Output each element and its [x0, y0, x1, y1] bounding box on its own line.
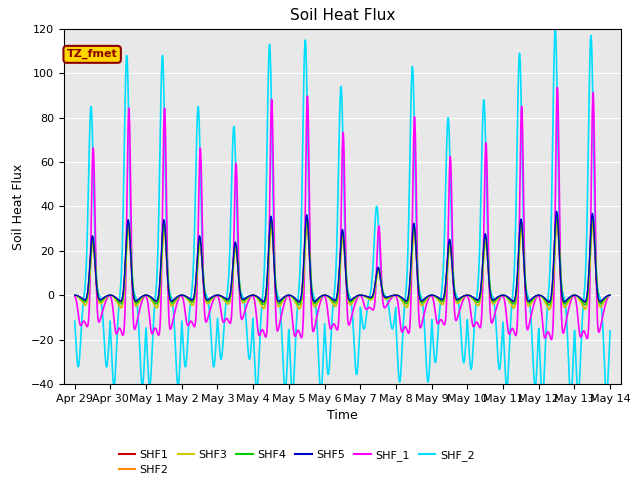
SHF5 — [498, 292, 506, 298]
SHF_1 — [358, 294, 365, 300]
SHF4 — [545, 302, 553, 308]
SHF_1 — [559, 330, 567, 336]
SHF1 — [574, 293, 582, 299]
SHF_2 — [552, 26, 559, 32]
Text: TZ_fmet: TZ_fmet — [67, 49, 118, 60]
SHF_1 — [369, 307, 377, 312]
SHF3 — [358, 292, 365, 298]
SHF_2 — [71, 318, 79, 324]
SHF_2 — [369, 258, 377, 264]
SHF1 — [553, 213, 561, 218]
SHF5 — [574, 293, 582, 299]
SHF4 — [498, 292, 506, 298]
SHF2 — [546, 306, 554, 312]
SHF1 — [606, 292, 614, 298]
Line: SHF2: SHF2 — [75, 217, 610, 309]
SHF2 — [71, 292, 79, 298]
SHF1 — [358, 292, 365, 298]
SHF5 — [358, 292, 365, 298]
SHF_2 — [220, 324, 228, 330]
SHF3 — [545, 307, 553, 312]
SHF3 — [606, 292, 614, 298]
SHF5 — [220, 295, 228, 300]
SHF2 — [574, 294, 582, 300]
SHF3 — [498, 292, 506, 298]
SHF1 — [71, 292, 79, 298]
SHF1 — [498, 292, 506, 298]
SHF1 — [561, 300, 568, 305]
SHF5 — [369, 291, 377, 297]
SHF_2 — [358, 314, 365, 320]
SHF_2 — [498, 340, 506, 346]
SHF_2 — [574, 391, 582, 397]
SHF5 — [559, 297, 567, 303]
SHF5 — [561, 299, 568, 305]
SHF_1 — [71, 293, 79, 299]
Title: Soil Heat Flux: Soil Heat Flux — [290, 9, 395, 24]
SHF4 — [606, 292, 614, 298]
SHF2 — [606, 292, 614, 298]
Line: SHF_2: SHF_2 — [75, 29, 610, 396]
SHF4 — [369, 292, 377, 298]
SHF_1 — [554, 84, 561, 90]
Line: SHF1: SHF1 — [75, 216, 610, 302]
SHF1 — [220, 295, 228, 300]
SHF3 — [559, 300, 567, 306]
SHF3 — [574, 295, 582, 300]
Line: SHF3: SHF3 — [75, 225, 610, 310]
SHF2 — [559, 302, 567, 308]
X-axis label: Time: Time — [327, 409, 358, 422]
SHF5 — [71, 292, 79, 298]
SHF4 — [358, 292, 365, 298]
Line: SHF4: SHF4 — [75, 215, 610, 305]
SHF_2 — [606, 328, 614, 334]
SHF4 — [574, 294, 582, 300]
SHF_2 — [567, 394, 575, 399]
Legend: SHF1, SHF2, SHF3, SHF4, SHF5, SHF_1, SHF_2: SHF1, SHF2, SHF3, SHF4, SHF5, SHF_1, SHF… — [114, 445, 479, 480]
SHF3 — [369, 294, 377, 300]
SHF_1 — [606, 292, 614, 298]
SHF3 — [220, 297, 228, 303]
SHF3 — [71, 292, 79, 298]
Line: SHF5: SHF5 — [75, 212, 610, 302]
SHF5 — [606, 292, 614, 298]
SHF_1 — [574, 317, 582, 323]
SHF_1 — [220, 319, 228, 325]
SHF5 — [553, 209, 561, 215]
SHF2 — [498, 292, 506, 298]
SHF4 — [71, 292, 79, 298]
SHF2 — [553, 215, 561, 220]
SHF2 — [220, 297, 228, 302]
SHF4 — [559, 298, 567, 304]
SHF4 — [553, 212, 561, 217]
SHF1 — [369, 291, 377, 297]
SHF_1 — [498, 293, 506, 299]
SHF_1 — [547, 336, 555, 342]
SHF_2 — [559, 291, 567, 297]
SHF2 — [358, 292, 365, 298]
SHF4 — [220, 296, 228, 301]
SHF2 — [369, 294, 377, 300]
SHF3 — [554, 222, 561, 228]
Y-axis label: Soil Heat Flux: Soil Heat Flux — [12, 163, 25, 250]
Line: SHF_1: SHF_1 — [75, 87, 610, 339]
SHF1 — [559, 299, 567, 304]
